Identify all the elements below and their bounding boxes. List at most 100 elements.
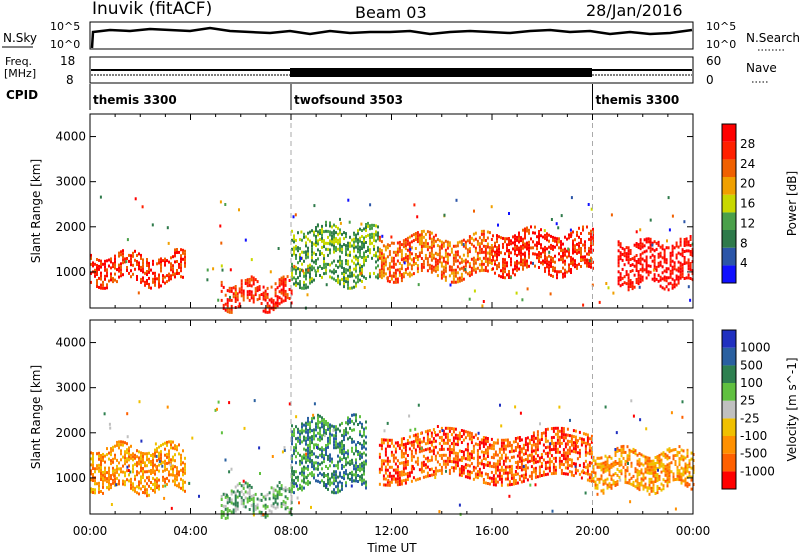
echo-cell xyxy=(590,235,592,239)
echo-cell xyxy=(152,488,154,492)
echo-cell xyxy=(124,459,126,463)
echo-cell xyxy=(466,448,469,452)
echo-cell xyxy=(550,255,552,259)
echo-cell xyxy=(331,261,333,265)
echo-cell xyxy=(102,283,104,287)
echo-cell xyxy=(396,471,399,475)
echo-cell xyxy=(122,440,124,444)
echo-cell xyxy=(524,452,527,456)
echo-cell xyxy=(540,246,542,250)
echo-cell xyxy=(104,478,106,482)
colorbar-swatch xyxy=(722,212,736,230)
echo-cell xyxy=(126,442,128,446)
echo-cell xyxy=(174,254,176,258)
echo-cell xyxy=(436,451,439,455)
echo-cell xyxy=(355,236,357,240)
echo-cell xyxy=(373,253,375,257)
echo-cell xyxy=(418,450,421,454)
echo-cell xyxy=(512,440,515,444)
echo-cell xyxy=(659,278,662,282)
echo-cell xyxy=(240,496,243,500)
echo-cell xyxy=(628,451,631,455)
echo-cell xyxy=(305,466,307,470)
echo-cell xyxy=(365,259,367,262)
echo-cell xyxy=(426,269,429,273)
echo-cell xyxy=(398,249,401,253)
echo-cell xyxy=(162,280,164,284)
echo-cell xyxy=(365,459,367,463)
echo-cell xyxy=(643,259,646,263)
echo-cell xyxy=(534,442,537,446)
echo-cell xyxy=(420,251,423,254)
echo-cell xyxy=(524,467,527,471)
echo-cell xyxy=(311,229,313,233)
echo-cell xyxy=(544,461,547,465)
echo-cell xyxy=(228,509,231,513)
echo-cell xyxy=(586,451,589,455)
echo-cell xyxy=(242,292,245,296)
echo-cell xyxy=(582,471,585,475)
echo-cell xyxy=(584,255,586,259)
freq-panel-frame xyxy=(89,56,694,84)
echo-cell xyxy=(464,463,467,467)
echo-cell xyxy=(532,470,535,474)
echo-cell xyxy=(576,451,579,455)
echo-cell xyxy=(262,495,265,499)
echo-cell xyxy=(168,278,170,282)
echo-cell xyxy=(442,432,445,436)
echo-cell xyxy=(686,448,689,452)
echo-cell xyxy=(466,251,469,255)
echo-cell xyxy=(414,460,417,464)
echo-cell xyxy=(312,413,315,417)
echo-cell xyxy=(329,269,331,273)
echo-cell xyxy=(337,463,339,467)
echo-cell xyxy=(301,485,303,489)
echo-cell xyxy=(224,507,227,511)
echo-cell xyxy=(144,280,146,284)
echo-cell xyxy=(100,262,102,266)
echo-cell xyxy=(588,443,591,447)
echo-cell xyxy=(307,467,309,471)
echo-cell xyxy=(676,465,679,469)
echo-cell xyxy=(626,469,629,473)
echo-cell xyxy=(673,279,676,283)
echo-cell xyxy=(130,483,132,487)
echo-cell xyxy=(508,252,510,255)
echo-cell xyxy=(518,445,521,448)
echo-cell xyxy=(345,472,347,476)
echo-cell xyxy=(444,239,447,243)
echo-cell xyxy=(226,501,229,505)
echo-cell xyxy=(488,255,491,259)
echo-cell xyxy=(323,254,325,258)
echo-cell xyxy=(357,468,359,471)
echo-cell xyxy=(288,288,291,291)
echo-cell xyxy=(152,461,154,465)
echo-cell xyxy=(580,241,582,244)
echo-cell xyxy=(675,268,678,272)
echo-cell xyxy=(526,445,529,449)
echo-cell xyxy=(436,238,439,242)
echo-cell xyxy=(576,263,578,267)
echo-cell xyxy=(140,253,142,257)
echo-cell xyxy=(110,272,112,276)
echo-cell xyxy=(319,232,321,235)
echo-cell xyxy=(361,455,363,459)
echo-cell xyxy=(313,266,315,270)
echo-cell xyxy=(150,487,152,490)
echo-cell xyxy=(306,293,309,297)
echo-cell xyxy=(252,282,255,286)
colorbar-swatch xyxy=(722,141,736,160)
echo-cell xyxy=(118,251,120,255)
echo-cell xyxy=(305,454,307,458)
echo-cell xyxy=(584,432,587,436)
echo-cell xyxy=(654,474,657,477)
echo-cell xyxy=(420,245,423,248)
echo-cell xyxy=(642,475,645,479)
echo-cell xyxy=(648,471,651,475)
echo-cell xyxy=(345,262,347,266)
echo-cell xyxy=(680,472,683,476)
echo-cell xyxy=(130,263,132,267)
echo-cell xyxy=(353,243,355,247)
echo-cell xyxy=(414,478,417,482)
echo-cell xyxy=(474,246,477,250)
